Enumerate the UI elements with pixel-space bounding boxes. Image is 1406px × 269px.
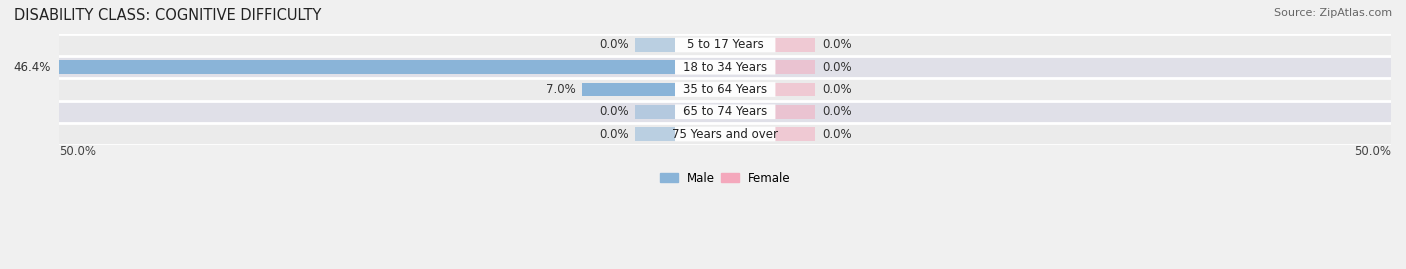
FancyBboxPatch shape (675, 60, 776, 75)
Bar (775, 60, 815, 74)
Bar (59, 56, 1391, 78)
Text: 65 to 74 Years: 65 to 74 Years (683, 105, 768, 118)
Text: 0.0%: 0.0% (821, 128, 852, 140)
Text: 46.4%: 46.4% (14, 61, 51, 74)
Text: 0.0%: 0.0% (821, 61, 852, 74)
Text: 18 to 34 Years: 18 to 34 Years (683, 61, 768, 74)
Text: 0.0%: 0.0% (599, 128, 628, 140)
Text: 0.0%: 0.0% (821, 38, 852, 51)
FancyBboxPatch shape (675, 38, 776, 52)
Text: 50.0%: 50.0% (59, 145, 97, 158)
Text: 7.0%: 7.0% (546, 83, 575, 96)
Text: 75 Years and over: 75 Years and over (672, 128, 779, 140)
Text: 0.0%: 0.0% (821, 105, 852, 118)
FancyBboxPatch shape (675, 127, 776, 141)
Bar (775, 127, 815, 141)
Bar (636, 127, 675, 141)
Text: 35 to 64 Years: 35 to 64 Years (683, 83, 768, 96)
Text: 50.0%: 50.0% (1354, 145, 1391, 158)
Bar (636, 105, 675, 119)
Bar (636, 38, 675, 52)
Text: 0.0%: 0.0% (821, 83, 852, 96)
Text: 0.0%: 0.0% (599, 105, 628, 118)
Bar (775, 105, 815, 119)
Bar (59, 78, 1391, 101)
Text: 5 to 17 Years: 5 to 17 Years (688, 38, 763, 51)
Bar (582, 83, 675, 96)
Text: DISABILITY CLASS: COGNITIVE DIFFICULTY: DISABILITY CLASS: COGNITIVE DIFFICULTY (14, 8, 322, 23)
Bar (59, 123, 1391, 145)
Text: 0.0%: 0.0% (599, 38, 628, 51)
Legend: Male, Female: Male, Female (655, 167, 796, 189)
Bar (59, 101, 1391, 123)
Bar (58, 60, 675, 74)
Text: Source: ZipAtlas.com: Source: ZipAtlas.com (1274, 8, 1392, 18)
Bar (775, 38, 815, 52)
Bar (59, 34, 1391, 56)
FancyBboxPatch shape (675, 82, 776, 97)
Bar (775, 83, 815, 96)
FancyBboxPatch shape (675, 104, 776, 119)
